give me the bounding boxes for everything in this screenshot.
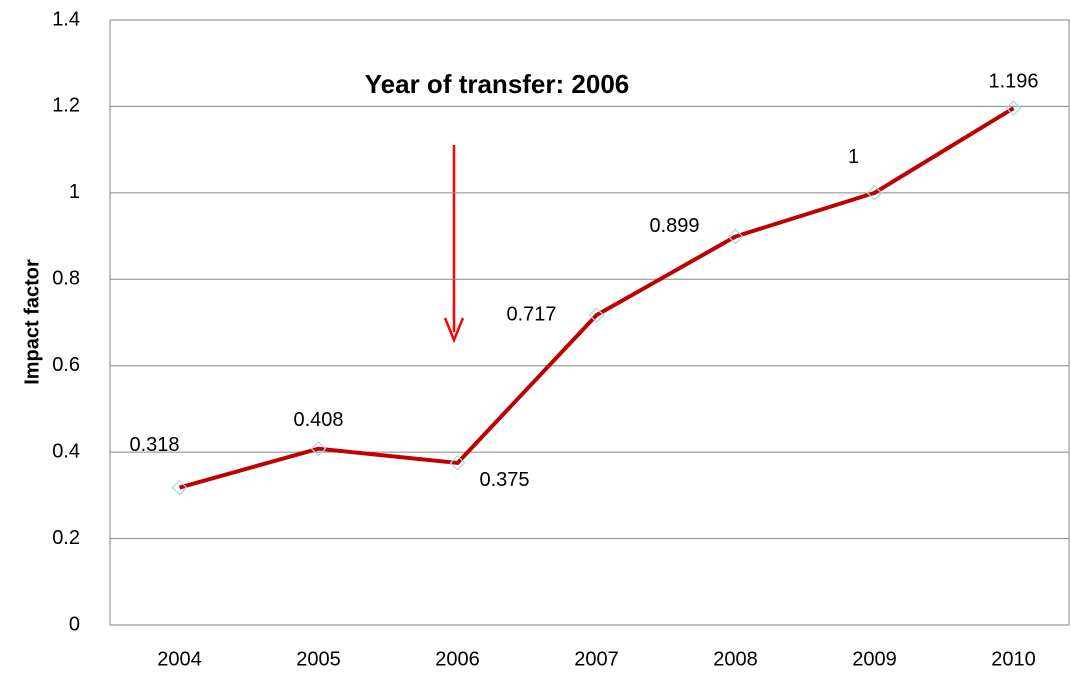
y-tick-label: 0.2 bbox=[52, 527, 80, 549]
marker bbox=[727, 228, 744, 245]
marker bbox=[866, 185, 883, 201]
x-tick-label: 2004 bbox=[157, 648, 202, 670]
y-tick-label: 1 bbox=[69, 181, 80, 203]
x-tick-label: 2008 bbox=[713, 648, 758, 670]
annotation: Year of transfer: 2006 bbox=[365, 69, 629, 99]
line bbox=[178, 106, 1015, 490]
x-tick-label: 2009 bbox=[852, 648, 897, 670]
x-tick-label: 2006 bbox=[435, 648, 480, 670]
data-label: 0.717 bbox=[506, 303, 556, 325]
marker bbox=[588, 307, 605, 324]
y-tick-label: 0.4 bbox=[52, 440, 80, 462]
marker bbox=[449, 455, 466, 471]
data-label: 0.318 bbox=[129, 434, 179, 456]
data-label: 1 bbox=[848, 146, 859, 168]
arrow-head bbox=[443, 317, 465, 344]
x-tick-label: 2010 bbox=[991, 648, 1036, 670]
y-tick-label: 0.6 bbox=[52, 354, 80, 376]
y-tick-label: 0.8 bbox=[52, 268, 80, 290]
y-tick-label: 0 bbox=[69, 613, 80, 635]
marker bbox=[171, 479, 188, 496]
data-label: 0.899 bbox=[649, 215, 699, 237]
data-label: 1.196 bbox=[988, 70, 1038, 92]
y-axis-label: Impact factor bbox=[21, 259, 43, 385]
y-tick-label: 1.2 bbox=[52, 95, 80, 117]
plot-frame bbox=[109, 19, 1070, 626]
y-tick-label: 1.4 bbox=[52, 8, 80, 30]
marker bbox=[1005, 100, 1022, 117]
marker bbox=[310, 440, 327, 457]
data-label: 0.408 bbox=[293, 409, 343, 431]
data-label: 0.375 bbox=[479, 469, 529, 491]
x-tick-label: 2005 bbox=[296, 648, 341, 670]
x-tick-label: 2007 bbox=[574, 648, 619, 670]
